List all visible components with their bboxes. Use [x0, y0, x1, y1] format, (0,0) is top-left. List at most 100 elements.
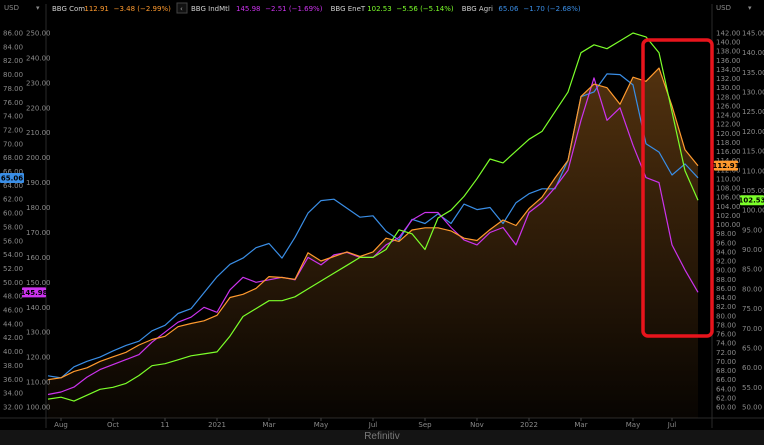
legend[interactable]: BBG Com 112.91 −3.48 (−2.99%) ‹ BBG IndMtl 14… [52, 2, 581, 14]
y-tick-label: 130.00 [26, 329, 51, 337]
y-tick-label: 50.00 [742, 404, 762, 412]
legend-name: BBG Agri [462, 5, 493, 13]
last-value-badge [740, 195, 764, 206]
y-tick-label: 135.00 [742, 69, 764, 77]
chevron-left-icon: ‹ [180, 5, 183, 13]
y-tick-label: 150.00 [26, 279, 51, 287]
y-tick-label: 126.00 [716, 102, 741, 110]
y-tick-label: 32.00 [3, 404, 23, 412]
y-tick-label: 65.00 [742, 344, 762, 352]
highlight-box [641, 38, 714, 338]
x-tick-label: May [314, 421, 328, 429]
y-tick-label: 116.00 [716, 148, 741, 156]
x-tick-label: 11 [161, 421, 170, 429]
legend-name: BBG Com [52, 5, 85, 13]
y-tick-label: 70.00 [742, 325, 762, 333]
y-tick-label: 105.00 [742, 187, 764, 195]
y-tick-label: 106.00 [716, 194, 741, 202]
y-tick-label: 64.00 [716, 385, 736, 393]
series-line-bbg-enet [47, 32, 699, 402]
y-tick-label: 210.00 [26, 129, 51, 137]
y-tick-label: 44.00 [3, 320, 23, 328]
y-tick-label: 132.00 [716, 75, 741, 83]
y-tick-label: 75.00 [742, 305, 762, 313]
legend-change: −5.56 (−5.14%) [396, 5, 454, 13]
y-tick-label: 96.00 [716, 239, 736, 247]
y-tick-label: 72.00 [716, 349, 736, 357]
y-tick-label: 52.00 [3, 265, 23, 273]
y-tick-label: 60.00 [3, 210, 23, 218]
y-tick-label: 85.00 [742, 266, 762, 274]
y-tick-label: 160.00 [26, 254, 51, 262]
y-tick-label: 88.00 [716, 276, 736, 284]
y-tick-label: 58.00 [3, 223, 23, 231]
legend-change: −2.51 (−1.69%) [265, 5, 323, 13]
legend-value: 65.06 [498, 5, 519, 13]
y-tick-label: 68.00 [3, 154, 23, 162]
y-tick-label: 90.00 [716, 267, 736, 275]
y-tick-label: 66.00 [716, 376, 736, 384]
y-tick-label: 46.00 [3, 307, 23, 315]
y-tick-label: 115.00 [742, 148, 764, 156]
y-tick-label: 62.00 [716, 394, 736, 402]
source-label: Refinitiv [364, 431, 400, 442]
y-tick-label: 80.00 [716, 312, 736, 320]
x-tick-label: Nov [470, 421, 484, 429]
last-value-badge [714, 160, 738, 171]
x-tick-label: Aug [54, 421, 68, 429]
y-tick-label: 134.00 [716, 66, 741, 74]
y-tick-label: 125.00 [742, 108, 764, 116]
last-value-label: 102.53 [738, 197, 764, 205]
y-tick-label: 102.00 [716, 212, 741, 220]
y-tick-label: 120.00 [26, 354, 51, 362]
legend-value: 112.91 [84, 5, 109, 13]
y-tick-label: 74.00 [716, 340, 736, 348]
y-tick-label: 122.00 [716, 121, 741, 129]
y-tick-label: 82.00 [3, 57, 23, 65]
y-tick-label: 104.00 [716, 203, 741, 211]
y-tick-label: 34.00 [3, 390, 23, 398]
y-tick-label: 64.00 [3, 182, 23, 190]
x-tick-label: Oct [107, 421, 119, 429]
axes: 86.0084.0082.0080.0078.0076.0074.0072.00… [0, 4, 764, 429]
y-tick-label: 68.00 [716, 367, 736, 375]
y-tick-label: 120.00 [716, 130, 741, 138]
y-tick-label: 78.00 [716, 321, 736, 329]
y-tick-label: 40.00 [3, 348, 23, 356]
legend-name: BBG EneT [331, 5, 366, 13]
y-tick-label: 56.00 [3, 237, 23, 245]
left-axis-dropdown-icon: ▾ [36, 4, 40, 12]
y-tick-label: 100.00 [742, 207, 764, 215]
y-tick-label: 50.00 [3, 279, 23, 287]
legend-collapse-button [176, 2, 188, 14]
y-tick-label: 140.00 [26, 304, 51, 312]
last-value-label: 65.06 [1, 175, 23, 183]
y-tick-label: 80.00 [742, 285, 762, 293]
y-tick-label: 55.00 [742, 384, 762, 392]
legend-value: 102.53 [367, 5, 392, 13]
y-tick-label: 138.00 [716, 48, 741, 56]
y-tick-label: 86.00 [3, 30, 23, 38]
last-value-badge [0, 173, 24, 184]
y-tick-label: 190.00 [26, 179, 51, 187]
last-value-badge [22, 287, 46, 298]
y-tick-label: 84.00 [3, 43, 23, 51]
y-tick-label: 98.00 [716, 230, 736, 238]
y-tick-label: 145.00 [742, 30, 764, 38]
currency-right: USD [716, 4, 731, 12]
x-tick-label: Jul [368, 421, 378, 429]
legend-change: −1.70 (−2.68%) [523, 5, 581, 13]
currency-left: USD [4, 4, 19, 12]
y-tick-label: 76.00 [716, 331, 736, 339]
y-tick-label: 118.00 [716, 139, 741, 147]
legend-change: −3.48 (−2.99%) [114, 5, 172, 13]
x-tick-label: Mar [262, 421, 275, 429]
y-tick-label: 82.00 [716, 303, 736, 311]
y-tick-label: 200.00 [26, 154, 51, 162]
last-value-label: 112.91 [712, 162, 739, 170]
y-tick-label: 38.00 [3, 362, 23, 370]
y-tick-label: 62.00 [3, 196, 23, 204]
y-tick-label: 120.00 [742, 128, 764, 136]
y-tick-label: 110.00 [742, 167, 764, 175]
